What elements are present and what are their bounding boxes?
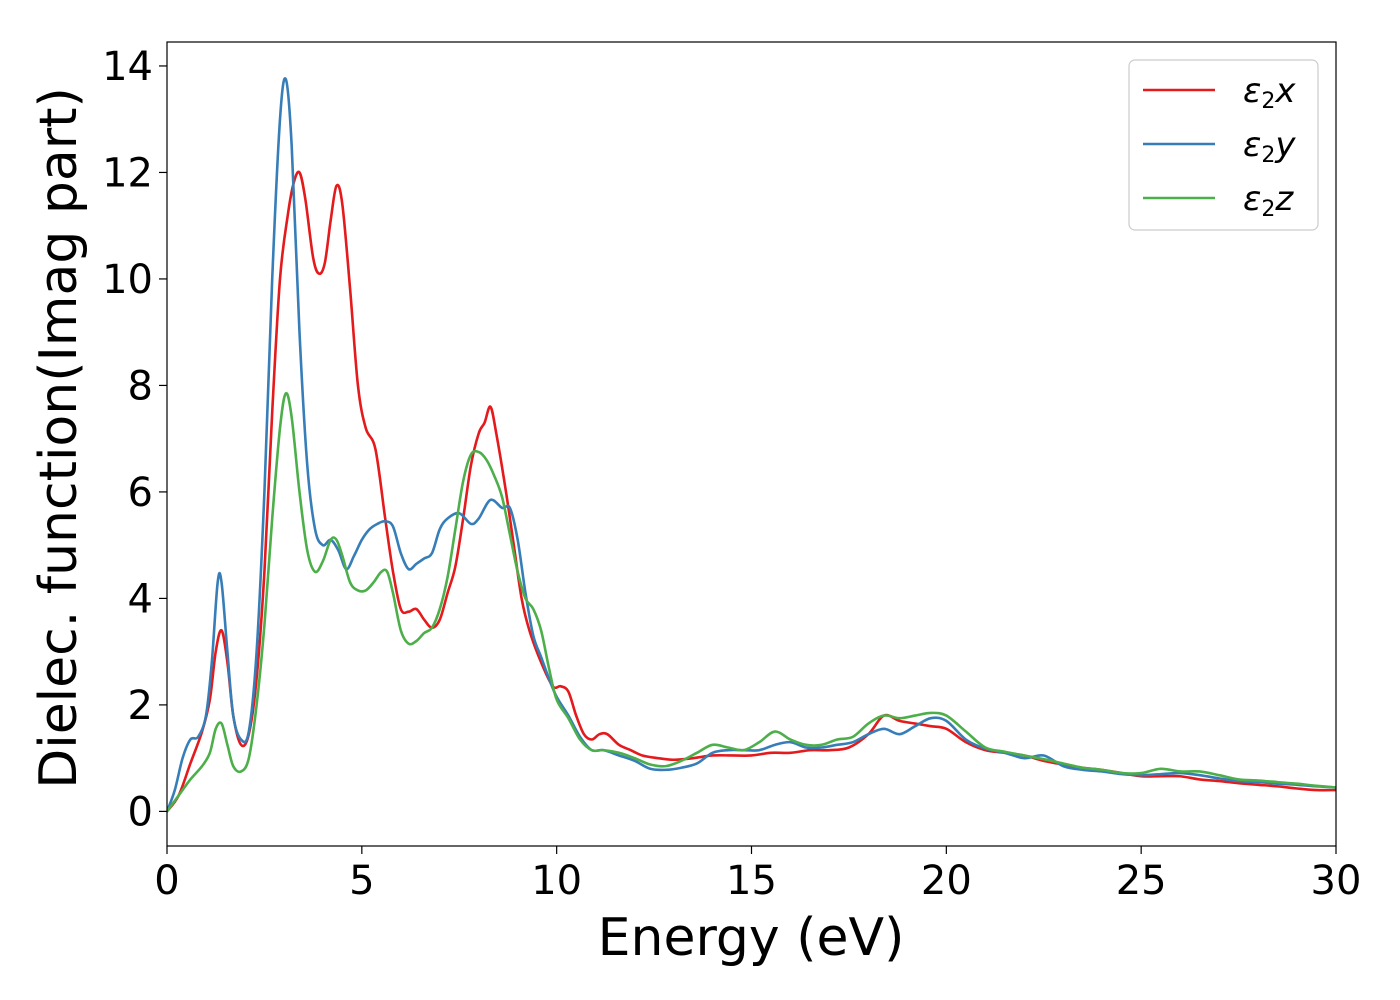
- y-tick-label: 0: [128, 789, 153, 835]
- x-tick-label: 10: [531, 858, 582, 904]
- x-tick-label: 5: [349, 858, 374, 904]
- plot-area: [167, 77, 1336, 813]
- series-line-x: [167, 170, 1336, 813]
- x-tick-label: 15: [726, 858, 777, 904]
- axes: 0 5 10 15 20 25 30 0 2 4 6 8 10 12 14: [102, 41, 1362, 904]
- legend-label-y: ε2y: [1243, 125, 1296, 168]
- y-tick-label: 8: [128, 363, 153, 409]
- y-tick-label: 10: [102, 257, 153, 303]
- y-tick-label: 4: [128, 576, 153, 622]
- x-tick-label: 20: [921, 858, 972, 904]
- legend-label-x: ε2x: [1243, 71, 1296, 114]
- series-lines: [167, 77, 1336, 813]
- y-tick-label: 6: [128, 470, 153, 516]
- y-tick-label: 2: [128, 683, 153, 729]
- legend-label-z: ε2z: [1243, 179, 1294, 222]
- x-tick-label: 0: [154, 858, 179, 904]
- x-axis-label: Energy (eV): [598, 908, 905, 968]
- x-tick-label: 30: [1311, 858, 1362, 904]
- series-line-y: [167, 77, 1336, 813]
- legend-box: [1128, 59, 1319, 231]
- x-tick-label: 25: [1116, 858, 1167, 904]
- y-tick-label: 14: [102, 44, 153, 90]
- legend: ε2x ε2y ε2z: [1128, 59, 1319, 231]
- y-tick-label: 12: [102, 150, 153, 196]
- series-line-z: [167, 391, 1336, 813]
- y-axis-label: Dielec. function(Imag part): [29, 87, 89, 789]
